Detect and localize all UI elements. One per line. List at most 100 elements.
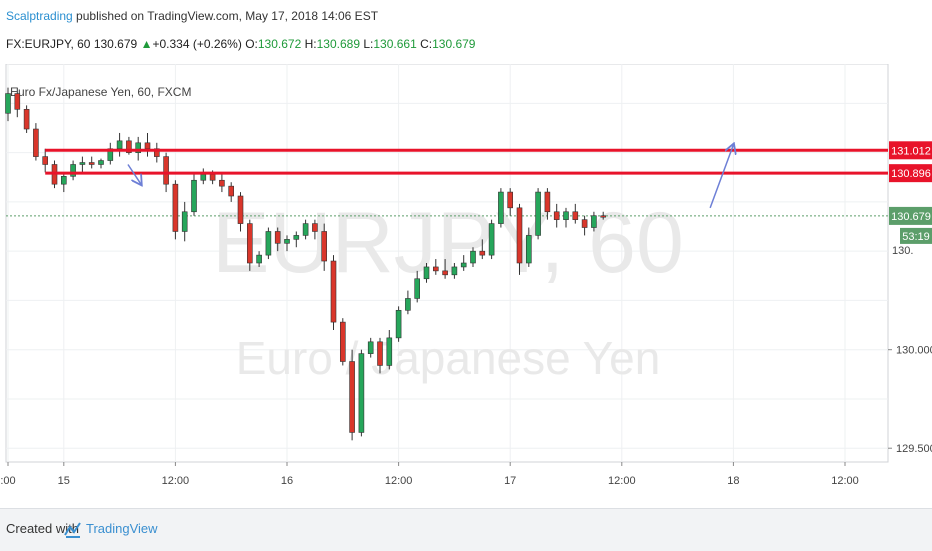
candle-body bbox=[414, 278, 421, 299]
low-label: L: bbox=[363, 37, 374, 51]
candle-body bbox=[544, 191, 551, 213]
candle-body bbox=[14, 93, 21, 110]
candle-body bbox=[395, 309, 402, 339]
current-price-label: 130.679 bbox=[891, 211, 931, 223]
up-arrow-icon: ▲ bbox=[140, 37, 153, 51]
chart-area[interactable]: EURJPY, 60 Euro / Japanese Yen Euro Fx/Jap… bbox=[0, 63, 932, 508]
candle-body bbox=[98, 160, 104, 165]
candle-body bbox=[507, 191, 514, 209]
x-tick-label: 12:00 bbox=[162, 475, 190, 487]
y-tick-label: 129.500 bbox=[896, 443, 932, 455]
level-price-label: 130.896 bbox=[891, 168, 931, 180]
candle-body bbox=[553, 211, 560, 220]
candle-body bbox=[274, 231, 281, 244]
x-tick-label: 12:00 bbox=[608, 475, 636, 487]
footer: Created with TradingView bbox=[0, 508, 932, 551]
high-label: H: bbox=[304, 37, 317, 51]
plot-frame bbox=[5, 63, 889, 463]
x-tick-label: 15 bbox=[58, 475, 70, 487]
candle-body bbox=[302, 223, 309, 236]
candle-body bbox=[284, 239, 290, 244]
candle-body bbox=[442, 270, 448, 276]
y-tick-label: 130.000 bbox=[896, 345, 932, 357]
chart-title: Euro Fx/Japanese Yen, 60, FXCM bbox=[10, 85, 191, 99]
candle-body bbox=[70, 164, 76, 177]
created-with-text: Created with bbox=[6, 521, 79, 536]
candle-body bbox=[79, 162, 86, 165]
candle-body bbox=[432, 266, 439, 272]
tradingview-logo-icon[interactable] bbox=[64, 519, 82, 539]
x-tick-label: 12:00 bbox=[831, 475, 859, 487]
candle-body bbox=[525, 235, 532, 264]
candle-body bbox=[5, 93, 11, 114]
publish-text: published on TradingView.com, May 17, 20… bbox=[72, 9, 379, 23]
candle-body bbox=[460, 262, 467, 268]
candle-body bbox=[563, 211, 569, 220]
watermark-description: Euro / Japanese Yen bbox=[236, 332, 661, 384]
publish-info: Scalptrading published on TradingView.co… bbox=[6, 9, 378, 23]
trend-arrow[interactable] bbox=[709, 145, 733, 209]
candle-body bbox=[591, 215, 597, 228]
candle-body bbox=[312, 223, 318, 232]
candle-body bbox=[116, 140, 123, 150]
x-tick-label: :00 bbox=[0, 475, 15, 487]
candle-body bbox=[358, 353, 365, 433]
candle-body bbox=[367, 341, 374, 354]
trend-arrow[interactable] bbox=[127, 164, 141, 184]
candle-body bbox=[107, 148, 114, 161]
close-value: 130.679 bbox=[432, 37, 476, 51]
candle-body bbox=[535, 191, 541, 236]
candle-body bbox=[126, 140, 132, 153]
low-value: 130.661 bbox=[373, 37, 417, 51]
x-tick-label: 17 bbox=[504, 475, 516, 487]
partial-price-label: 130. bbox=[892, 245, 913, 257]
candle-body bbox=[191, 179, 197, 213]
candle-body bbox=[600, 215, 607, 218]
candle-body bbox=[200, 174, 207, 181]
candle-body bbox=[581, 219, 588, 228]
candle-body bbox=[470, 250, 476, 264]
candle-body bbox=[572, 211, 579, 220]
candle-body bbox=[265, 231, 272, 256]
candle-body bbox=[42, 156, 49, 165]
candle-body bbox=[516, 207, 523, 264]
high-value: 130.689 bbox=[316, 37, 360, 51]
candle-body bbox=[451, 266, 458, 276]
candle-body bbox=[88, 162, 95, 165]
countdown-tag bbox=[900, 227, 932, 244]
candle-body bbox=[228, 185, 234, 197]
candle-body bbox=[209, 174, 216, 181]
candle-body bbox=[256, 254, 262, 264]
level-price-label: 131.012 bbox=[891, 145, 931, 157]
candle-body bbox=[321, 231, 328, 262]
candle-body bbox=[247, 223, 253, 264]
x-tick-label: 18 bbox=[727, 475, 739, 487]
candle-body bbox=[237, 195, 244, 224]
candle-body bbox=[219, 179, 225, 187]
candle-body bbox=[181, 211, 188, 232]
candle-body bbox=[405, 298, 411, 311]
close-label: C: bbox=[420, 37, 433, 51]
candle-body bbox=[154, 148, 160, 157]
candle-body bbox=[488, 223, 495, 256]
price-chart[interactable]: EURJPY, 60 Euro / Japanese Yen Euro Fx/Jap… bbox=[0, 63, 932, 508]
candle-body bbox=[479, 250, 486, 256]
candle-body bbox=[498, 191, 504, 224]
candle-body bbox=[23, 109, 30, 130]
level-price-tag bbox=[889, 164, 932, 183]
candle-body bbox=[386, 337, 393, 366]
author-link[interactable]: Scalptrading bbox=[6, 9, 73, 23]
watermark-symbol: EURJPY, 60 bbox=[212, 195, 684, 291]
open-label: O: bbox=[245, 37, 258, 51]
symbol-info: FX:EURJPY, 60 130.679 ▲+0.334 (+0.26%) O… bbox=[6, 37, 475, 51]
candle-body bbox=[135, 142, 141, 153]
level-price-tag bbox=[889, 141, 932, 160]
symbol-name: FX:EURJPY, 60 bbox=[6, 37, 91, 51]
candle-body bbox=[377, 341, 383, 366]
x-tick-label: 16 bbox=[281, 475, 293, 487]
candle-body bbox=[293, 235, 300, 240]
candle-body bbox=[330, 260, 337, 323]
countdown-label: 53:19 bbox=[902, 231, 930, 243]
current-price-tag bbox=[889, 206, 932, 225]
tradingview-brand[interactable]: TradingView bbox=[86, 521, 158, 536]
